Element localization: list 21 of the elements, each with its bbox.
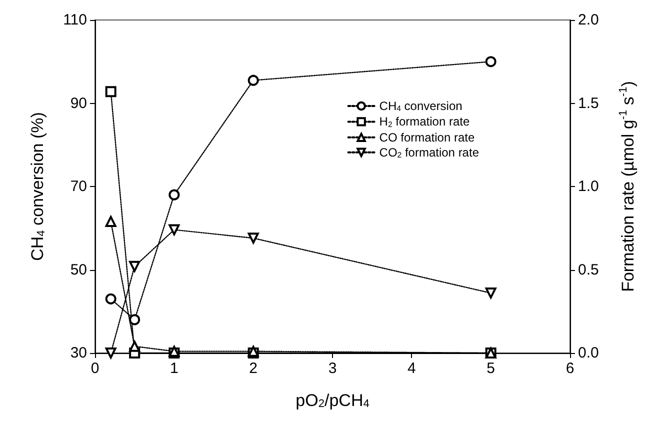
- x-tick-label: 3: [328, 360, 337, 377]
- x-tick-label: 5: [486, 360, 496, 377]
- y2-axis-title: Formation rate (µmol g-1 s-1): [618, 81, 638, 292]
- y-tick-label: 110: [63, 12, 87, 28]
- y-tick-label: 90: [70, 94, 87, 112]
- y-tick-label: 30: [70, 344, 87, 362]
- y2-tick-label: 2.0: [578, 12, 599, 28]
- y2-tick-label: 0.5: [578, 261, 599, 278]
- x-tick-label: 1: [170, 360, 178, 377]
- x-tick-label: 6: [566, 360, 574, 377]
- x-axis-title: pO2/pCH4: [296, 390, 370, 410]
- y-tick-label: 50: [70, 261, 87, 278]
- y-tick-label: 70: [70, 178, 87, 195]
- y2-tick-label: 1.5: [578, 94, 599, 112]
- x-tick-label: 0: [90, 360, 100, 377]
- x-tick-label: 2: [249, 360, 258, 377]
- x-tick-label: 4: [407, 360, 416, 377]
- y2-tick-label: 0.0: [578, 344, 599, 362]
- legend-label: CO formation rate: [379, 130, 475, 144]
- y-axis-title: CH4 conversion (%): [28, 112, 48, 261]
- y2-tick-label: 1.0: [578, 178, 599, 195]
